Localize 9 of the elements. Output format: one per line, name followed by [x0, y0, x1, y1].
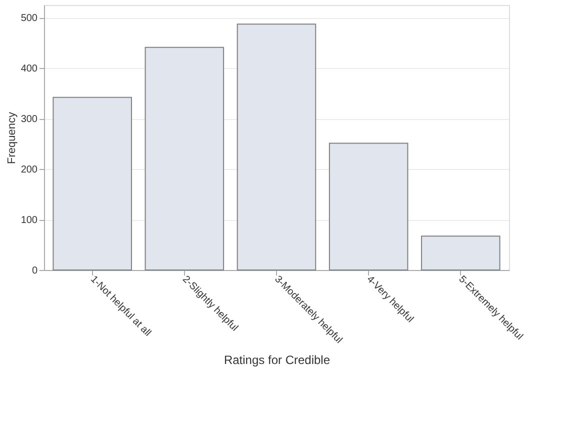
bar: [421, 236, 500, 270]
y-tick-label: 0: [32, 266, 38, 276]
y-tick-label: 300: [20, 114, 38, 126]
y-tick-label: 100: [20, 215, 38, 226]
y-tick-label: 200: [20, 164, 38, 176]
y-tick-label: 400: [20, 64, 38, 75]
y-tick-label: 500: [20, 13, 38, 24]
x-axis-title: Ratings for Credible: [224, 353, 330, 368]
y-axis-title: Frequency: [6, 112, 18, 164]
